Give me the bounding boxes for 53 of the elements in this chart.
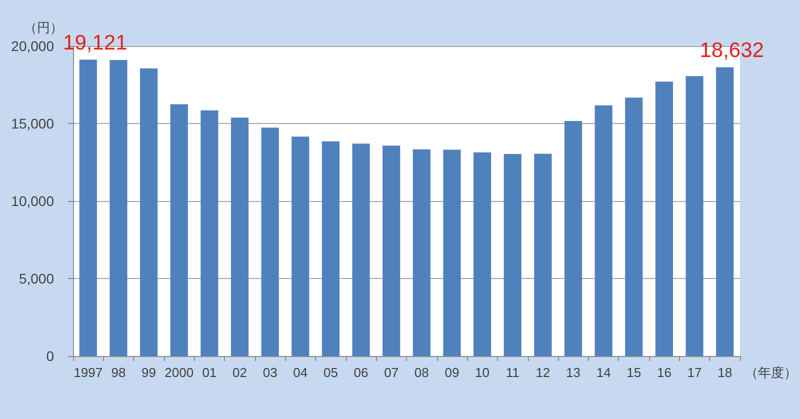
bar	[534, 154, 552, 356]
y-axis-title: （円）	[24, 20, 63, 35]
x-tick-label: 05	[323, 365, 338, 380]
x-tick-label: 98	[111, 365, 126, 380]
bar	[686, 76, 704, 356]
bar	[200, 110, 218, 356]
bar	[716, 67, 734, 356]
bar	[261, 128, 279, 356]
x-tick-label: 12	[536, 365, 550, 380]
x-axis-title: （年度）	[745, 365, 797, 380]
bar	[79, 60, 97, 356]
bar	[382, 146, 400, 356]
bar	[170, 104, 188, 356]
bar	[322, 141, 340, 356]
x-tick-label: 99	[142, 365, 156, 380]
bar	[292, 136, 310, 356]
bar	[655, 82, 673, 356]
x-tick-label: 11	[506, 365, 520, 380]
bar	[110, 60, 128, 356]
x-tick-label: 01	[202, 365, 217, 380]
y-tick-label: 15,000	[11, 116, 54, 132]
bar	[625, 98, 643, 356]
x-tick-label: 06	[354, 365, 368, 380]
x-tick-label: 02	[232, 365, 247, 380]
bar	[140, 68, 158, 356]
bar	[504, 154, 522, 356]
x-tick-label: 16	[656, 365, 672, 380]
y-tick-label: 5,000	[18, 270, 54, 286]
bar	[443, 150, 461, 356]
x-tick-label: 15	[626, 365, 642, 380]
bar	[564, 121, 582, 356]
bar	[230, 118, 249, 356]
x-tick-label: 04	[293, 365, 308, 380]
bar	[352, 144, 370, 356]
y-tick-label: 10,000	[11, 193, 54, 209]
x-tick-label: 03	[262, 365, 278, 380]
data-label: 18,632	[700, 39, 764, 62]
x-tick-label: 10	[475, 365, 490, 380]
bar	[412, 149, 430, 356]
x-tick-label: 2000	[164, 365, 194, 380]
x-tick-label: 18	[718, 365, 732, 380]
x-tick-label: 09	[444, 365, 460, 380]
y-tick-label: 20,000	[11, 38, 54, 54]
y-tick-label: 0	[46, 348, 54, 364]
x-tick-label: 14	[596, 365, 611, 380]
x-tick-label: 13	[566, 365, 580, 380]
x-tick-label: 07	[384, 365, 399, 380]
data-label: 19,121	[63, 32, 128, 55]
x-tick-label: 17	[687, 365, 702, 380]
x-tick-label: 1997	[74, 365, 103, 380]
bar	[594, 105, 612, 356]
x-tick-label: 08	[414, 365, 429, 380]
bar	[474, 152, 492, 356]
